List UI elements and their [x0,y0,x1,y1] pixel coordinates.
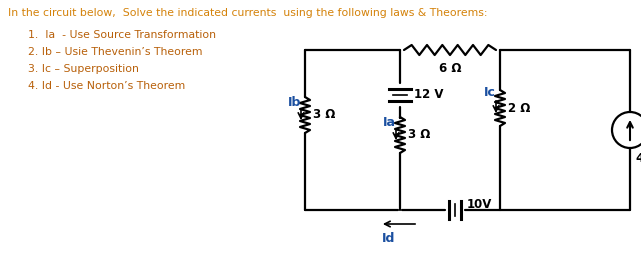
Text: 6 Ω: 6 Ω [438,62,462,75]
Text: 2 Ω: 2 Ω [508,102,530,115]
Text: 3 Ω: 3 Ω [313,109,335,122]
Text: 2. Ib – Usie Thevenin’s Theorem: 2. Ib – Usie Thevenin’s Theorem [28,47,203,57]
Text: 3. Ic – Superposition: 3. Ic – Superposition [28,64,139,74]
Text: 12 V: 12 V [414,88,444,102]
Text: 3 Ω: 3 Ω [408,129,430,141]
Text: 1.  Ia  - Use Source Transformation: 1. Ia - Use Source Transformation [28,30,216,40]
Text: 4. Id - Use Norton’s Theorem: 4. Id - Use Norton’s Theorem [28,81,185,91]
Text: 10V: 10V [467,197,492,211]
Text: In the circuit below,  Solve the indicated currents  using the following laws & : In the circuit below, Solve the indicate… [8,8,488,18]
Text: Ib: Ib [288,97,301,109]
Text: Ia: Ia [383,116,396,129]
Text: Ic: Ic [484,85,496,99]
Text: Id: Id [382,232,395,245]
Text: 4A: 4A [635,151,641,165]
